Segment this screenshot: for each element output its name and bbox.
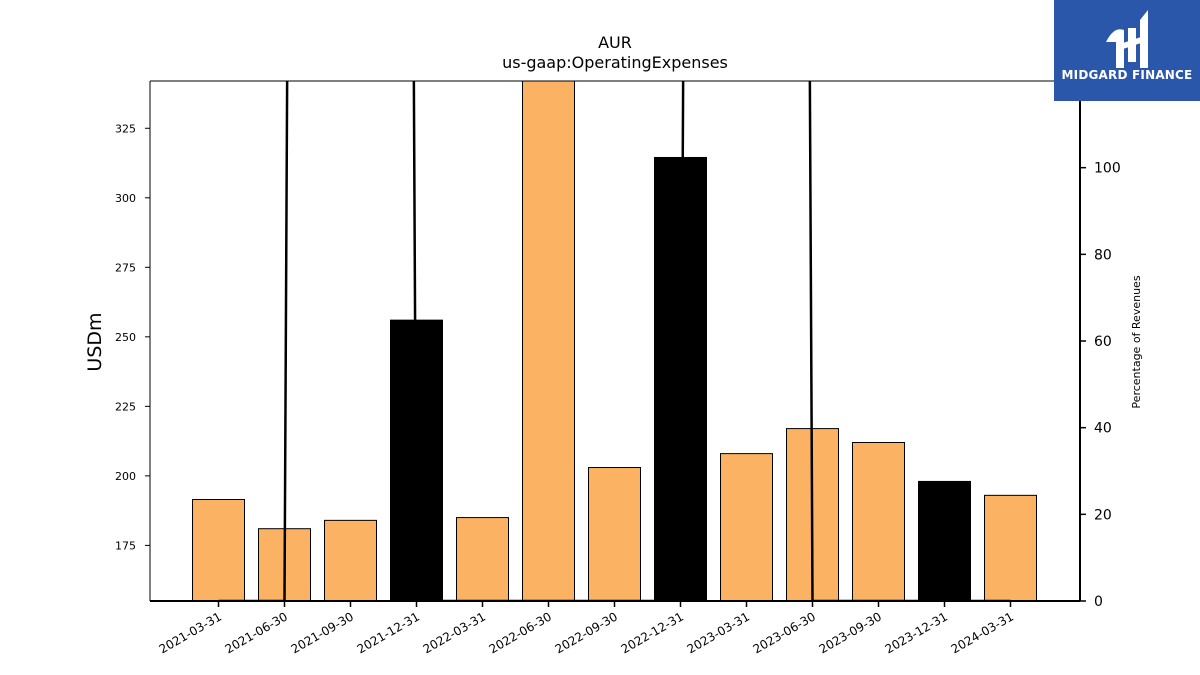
bar-2021-03-31 xyxy=(192,499,245,601)
x-tick-label: 2021-12-31 xyxy=(355,609,422,656)
y2-tick-label: 40 xyxy=(1094,421,1112,437)
y2-tick-label: 100 xyxy=(1094,161,1121,177)
y-tick-label: 250 xyxy=(115,331,136,344)
brand-logo: MIDGARD FINANCE xyxy=(1054,0,1200,101)
bar-2022-06-30 xyxy=(522,81,575,601)
y-tick-label: 275 xyxy=(115,261,136,274)
y-axis-label: USDm xyxy=(84,312,106,371)
y2-axis-label: Percentage of Revenues xyxy=(1130,275,1143,408)
y2-tick-label: 0 xyxy=(1094,594,1103,610)
x-tick-label: 2021-06-30 xyxy=(223,609,290,656)
y2-tick-label: 60 xyxy=(1094,334,1112,350)
y-tick-label: 175 xyxy=(115,539,136,552)
y-tick-label: 300 xyxy=(115,192,136,205)
x-tick-label: 2022-09-30 xyxy=(553,609,620,656)
y2-tick-label: 80 xyxy=(1094,247,1112,263)
brand-name: MIDGARD FINANCE xyxy=(1061,68,1193,82)
x-tick-label: 2023-12-31 xyxy=(883,609,950,656)
x-tick-label: 2021-03-31 xyxy=(157,609,224,656)
bar-2022-03-31 xyxy=(456,517,509,601)
bar-2023-09-30 xyxy=(852,441,905,601)
logo-mark-icon xyxy=(1106,10,1148,68)
y-tick-label: 225 xyxy=(115,400,136,413)
x-tick-label: 2021-09-30 xyxy=(289,609,356,656)
bar-2021-09-30 xyxy=(324,519,377,601)
x-tick-label: 2023-09-30 xyxy=(817,609,884,656)
bar-2022-09-30 xyxy=(588,467,641,601)
x-tick-label: 2023-06-30 xyxy=(751,609,818,656)
x-tick-label: 2023-03-31 xyxy=(685,609,752,656)
x-tick-label: 2022-03-31 xyxy=(421,609,488,656)
x-tick-label: 2022-12-31 xyxy=(619,609,686,656)
y2-tick-label: 20 xyxy=(1094,507,1112,523)
bar-2024-03-31 xyxy=(984,494,1037,601)
x-tick-label: 2024-03-31 xyxy=(949,609,1016,656)
bars-group xyxy=(192,81,1037,601)
chart-subtitle: us-gaap:OperatingExpenses xyxy=(502,53,728,72)
bar-2023-12-31 xyxy=(918,480,971,601)
chart-title: AUR xyxy=(598,33,632,52)
y-tick-label: 200 xyxy=(115,470,136,483)
y-tick-label: 325 xyxy=(115,122,136,135)
x-tick-label: 2022-06-30 xyxy=(487,609,554,656)
bar-2023-03-31 xyxy=(720,453,773,601)
